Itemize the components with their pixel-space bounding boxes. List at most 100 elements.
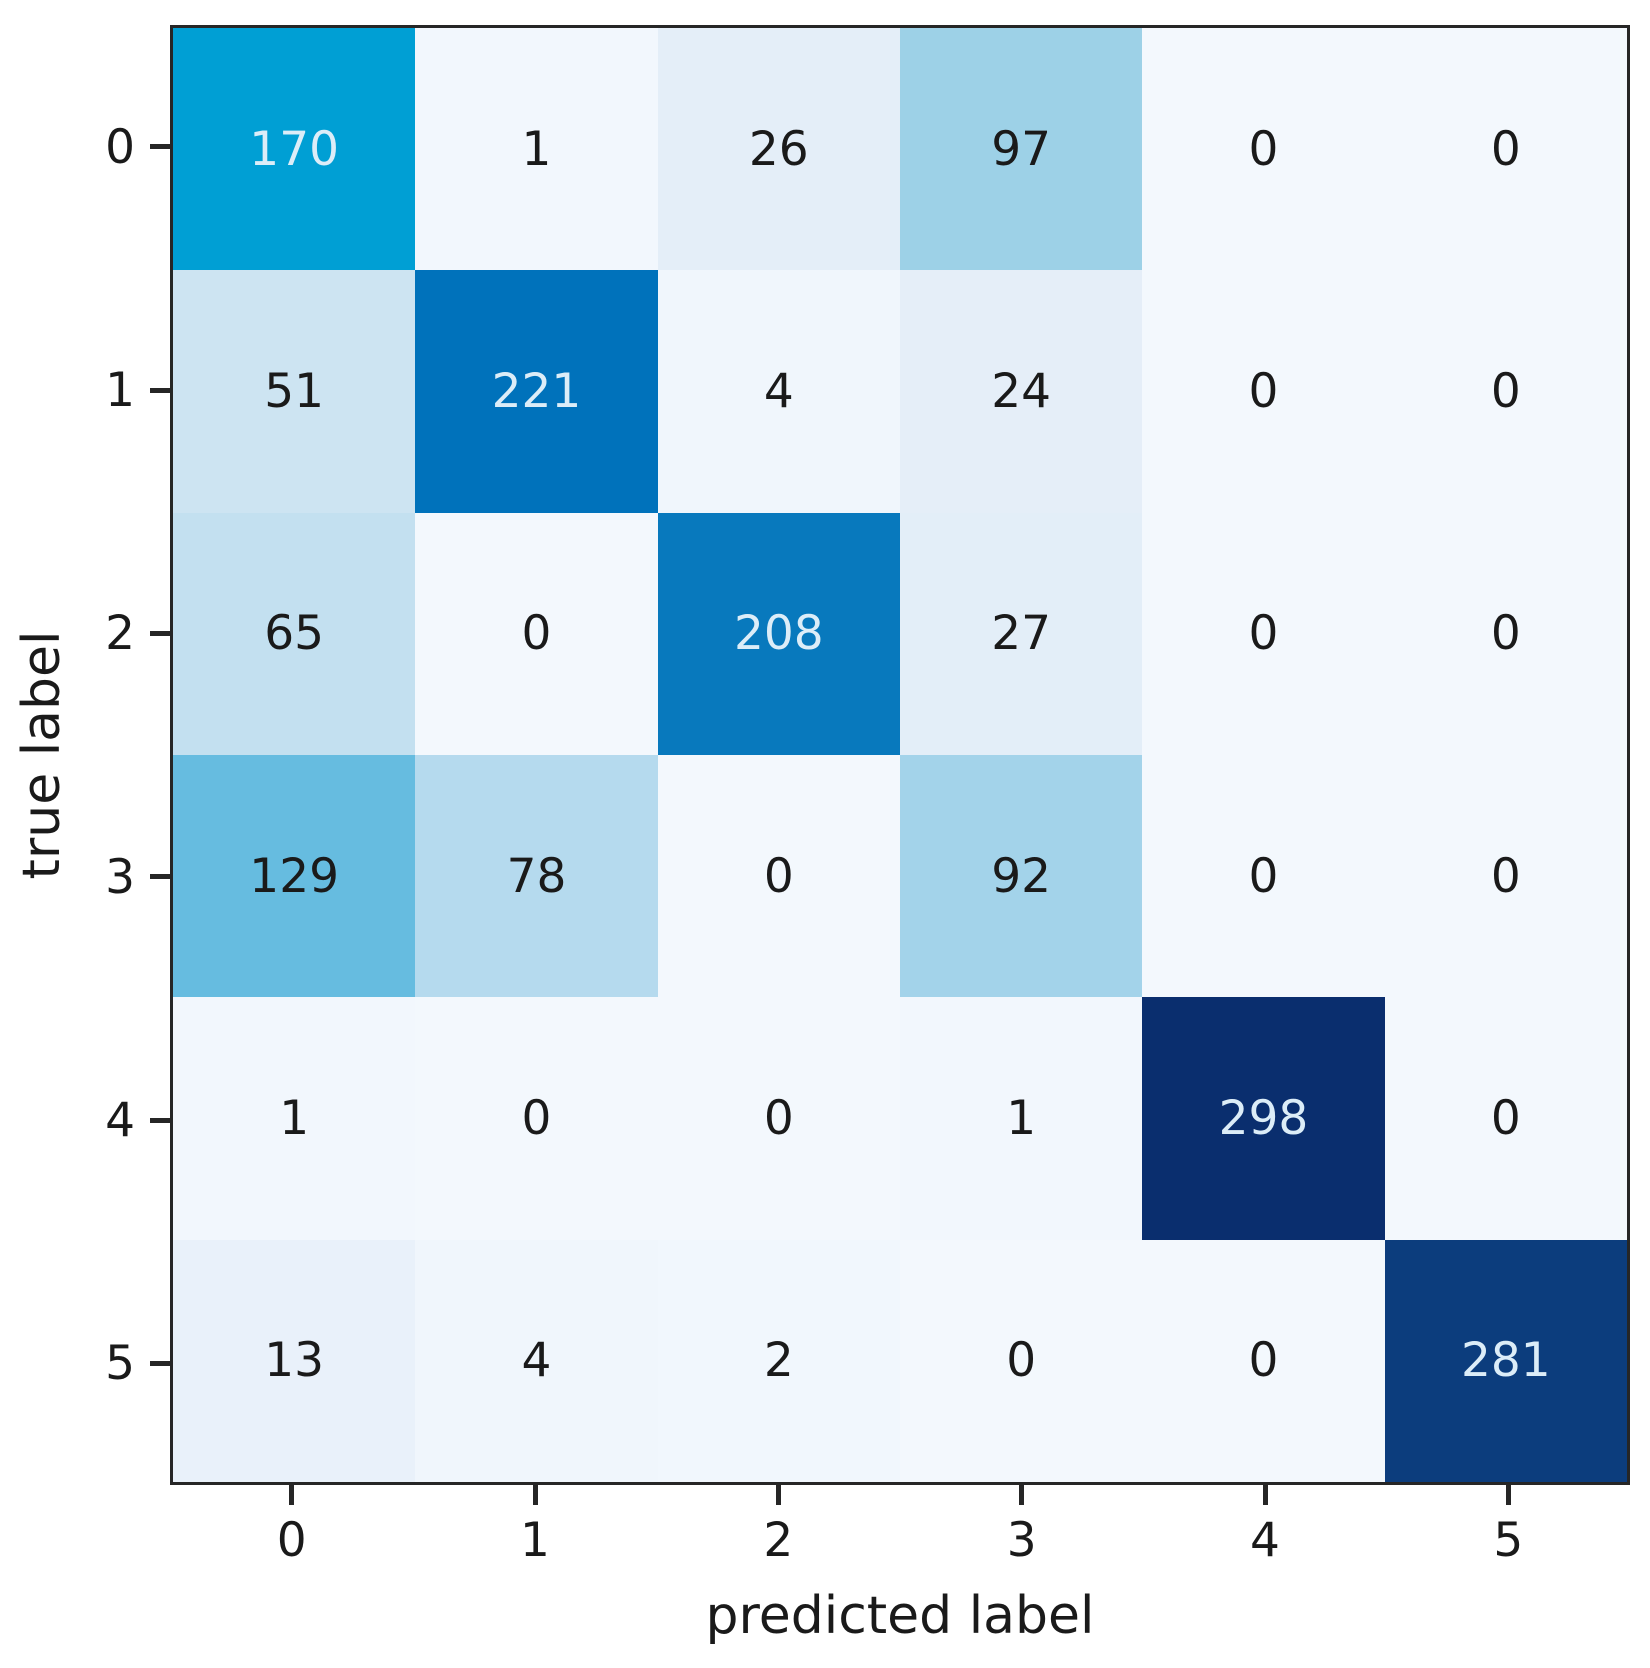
cell-value: 65 bbox=[264, 606, 325, 662]
cell-value: 0 bbox=[1490, 121, 1521, 177]
cell-value: 0 bbox=[1490, 363, 1521, 419]
cell-value: 78 bbox=[506, 848, 567, 904]
y-tick-mark bbox=[150, 630, 170, 636]
cell-value: 221 bbox=[491, 363, 582, 419]
matrix-cell-r2c1: 0 bbox=[415, 512, 658, 755]
cell-value: 298 bbox=[1218, 1090, 1309, 1146]
cell-value: 0 bbox=[521, 1090, 552, 1146]
matrix-cell-r4c4: 298 bbox=[1142, 997, 1385, 1240]
x-tick-label-4: 4 bbox=[1250, 1513, 1280, 1568]
cell-value: 0 bbox=[1248, 1333, 1279, 1389]
cell-value: 0 bbox=[521, 606, 552, 662]
matrix-cell-r3c4: 0 bbox=[1142, 754, 1385, 998]
x-tick-label-5: 5 bbox=[1493, 1513, 1524, 1568]
matrix-cell-r5c4: 0 bbox=[1142, 1239, 1385, 1482]
matrix-cell-r0c0: 170 bbox=[173, 28, 416, 271]
cell-value: 0 bbox=[1248, 848, 1279, 904]
cell-value: 208 bbox=[733, 606, 824, 662]
matrix-cell-r3c0: 129 bbox=[173, 754, 416, 998]
matrix-cell-r1c5: 0 bbox=[1384, 270, 1627, 513]
matrix-cell-r4c3: 1 bbox=[899, 997, 1143, 1240]
x-tick-mark bbox=[289, 1485, 295, 1505]
matrix-cell-r0c2: 26 bbox=[657, 28, 900, 271]
y-tick-label-3: 3 bbox=[105, 849, 135, 905]
cell-value: 1 bbox=[521, 121, 552, 177]
matrix-cell-r1c2: 4 bbox=[657, 270, 900, 513]
y-tick-mark bbox=[150, 1117, 170, 1123]
y-tick-mark bbox=[150, 874, 170, 880]
x-tick-mark bbox=[1505, 1485, 1511, 1505]
cell-value: 0 bbox=[1248, 363, 1279, 419]
x-tick-mark bbox=[532, 1485, 538, 1505]
cell-value: 0 bbox=[1490, 848, 1521, 904]
y-tick-mark bbox=[150, 1360, 170, 1366]
matrix-cell-r5c0: 13 bbox=[173, 1239, 416, 1482]
y-tick-label-0: 0 bbox=[105, 119, 135, 175]
cell-value: 129 bbox=[249, 848, 340, 904]
cell-value: 0 bbox=[1248, 121, 1279, 177]
cell-value: 0 bbox=[1248, 606, 1279, 662]
matrix-cell-r1c3: 24 bbox=[899, 270, 1143, 513]
cell-value: 0 bbox=[1490, 1090, 1521, 1146]
matrix-cell-r3c2: 0 bbox=[657, 754, 900, 998]
cell-value: 51 bbox=[264, 363, 325, 419]
matrix-cell-r0c5: 0 bbox=[1384, 28, 1627, 271]
matrix-cell-r2c4: 0 bbox=[1142, 512, 1385, 755]
cell-value: 27 bbox=[991, 606, 1052, 662]
matrix-cell-r2c3: 27 bbox=[899, 512, 1143, 755]
cell-value: 0 bbox=[1490, 606, 1521, 662]
x-axis-label: predicted label bbox=[705, 1586, 1095, 1646]
cell-value: 1 bbox=[279, 1090, 310, 1146]
x-tick-mark bbox=[1262, 1485, 1268, 1505]
matrix-cell-r2c0: 65 bbox=[173, 512, 416, 755]
y-tick-label-1: 1 bbox=[105, 363, 135, 418]
cell-value: 1 bbox=[1006, 1090, 1037, 1146]
cell-value: 4 bbox=[521, 1333, 552, 1389]
y-tick-mark bbox=[150, 387, 170, 393]
matrix-cell-r4c5: 0 bbox=[1384, 997, 1627, 1240]
cell-value: 92 bbox=[991, 848, 1052, 904]
x-tick-label-2: 2 bbox=[763, 1513, 794, 1568]
matrix-cell-r0c4: 0 bbox=[1142, 28, 1385, 271]
matrix-cell-r2c5: 0 bbox=[1384, 512, 1627, 755]
cell-value: 97 bbox=[991, 121, 1052, 177]
matrix-cell-r5c2: 2 bbox=[657, 1239, 900, 1482]
matrix-cell-r3c3: 92 bbox=[899, 754, 1143, 998]
y-tick-label-4: 4 bbox=[105, 1093, 135, 1148]
x-tick-mark bbox=[1019, 1485, 1025, 1505]
x-tick-mark bbox=[775, 1485, 781, 1505]
y-tick-mark bbox=[150, 144, 170, 150]
matrix-cell-r4c1: 0 bbox=[415, 997, 658, 1240]
matrix-cell-r4c0: 1 bbox=[173, 997, 416, 1240]
cell-value: 2 bbox=[763, 1333, 794, 1389]
y-axis-label: true label bbox=[12, 630, 72, 880]
cell-value: 26 bbox=[748, 121, 809, 177]
matrix-cell-r1c0: 51 bbox=[173, 270, 416, 513]
cell-value: 0 bbox=[763, 848, 794, 904]
matrix-cell-r3c5: 0 bbox=[1384, 754, 1627, 998]
cell-value: 170 bbox=[249, 121, 340, 177]
matrix-cell-r1c1: 221 bbox=[415, 270, 658, 513]
matrix-cell-r0c3: 97 bbox=[899, 28, 1143, 271]
cell-value: 0 bbox=[1006, 1333, 1037, 1389]
cell-value: 24 bbox=[991, 363, 1052, 419]
matrix-cell-r4c2: 0 bbox=[657, 997, 900, 1240]
x-tick-label-1: 1 bbox=[520, 1513, 550, 1568]
cell-value: 4 bbox=[763, 363, 794, 419]
cell-value: 281 bbox=[1460, 1333, 1551, 1389]
matrix-cell-r3c1: 78 bbox=[415, 754, 658, 998]
matrix-cell-r2c2: 208 bbox=[657, 512, 900, 755]
x-tick-label-0: 0 bbox=[276, 1513, 307, 1568]
matrix-cell-r5c3: 0 bbox=[899, 1239, 1143, 1482]
matrix-cell-r0c1: 1 bbox=[415, 28, 658, 271]
matrix-cell-r1c4: 0 bbox=[1142, 270, 1385, 513]
cell-value: 13 bbox=[264, 1333, 325, 1389]
x-tick-label-3: 3 bbox=[1006, 1513, 1037, 1568]
matrix-cell-r5c5: 281 bbox=[1384, 1239, 1627, 1482]
y-tick-label-5: 5 bbox=[105, 1336, 135, 1392]
y-tick-label-2: 2 bbox=[105, 606, 135, 662]
confusion-matrix-heatmap: 170 1 26 97 0 0 51 221 4 24 0 0 65 0 208 27 0 0 129 78 0 92 0 0… bbox=[170, 25, 1630, 1485]
cell-value: 0 bbox=[763, 1090, 794, 1146]
matrix-cell-r5c1: 4 bbox=[415, 1239, 658, 1482]
